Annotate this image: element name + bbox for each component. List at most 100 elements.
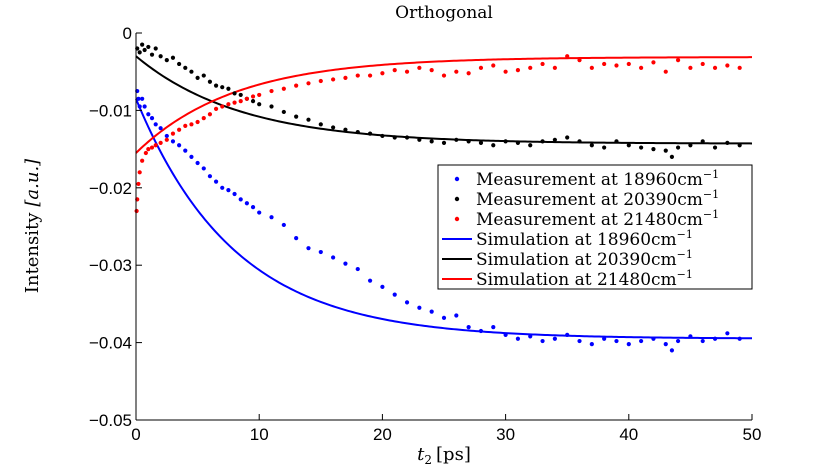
- measurement-point-series-3: [137, 170, 142, 175]
- measurement-point-series-2: [700, 139, 705, 144]
- legend-marker-2: [454, 196, 460, 202]
- measurement-point-series-2: [392, 135, 397, 140]
- measurement-point-series-1: [250, 205, 256, 210]
- measurement-point-series-1: [343, 261, 348, 266]
- measurement-point-series-3: [737, 65, 742, 70]
- measurement-point-series-2: [651, 147, 656, 152]
- measurement-point-series-3: [189, 122, 194, 127]
- measurement-point-series-3: [515, 68, 521, 73]
- measurement-point-series-1: [201, 166, 206, 171]
- measurement-point-series-1: [651, 336, 656, 341]
- measurement-point-series-3: [183, 123, 188, 128]
- measurement-point-series-3: [140, 158, 145, 163]
- y-tick-label: −0.01: [89, 101, 132, 120]
- x-tick-label: 10: [250, 425, 269, 444]
- measurement-point-series-3: [367, 73, 373, 78]
- measurement-point-series-1: [392, 292, 397, 297]
- measurement-point-series-1: [614, 338, 619, 344]
- measurement-point-series-2: [281, 109, 286, 115]
- legend-label-text: Measurement at 18960cm: [476, 170, 703, 190]
- measurement-point-series-3: [164, 137, 169, 142]
- measurement-point-series-1: [226, 188, 231, 193]
- y-axis-label: Intensity [a.u.]: [22, 158, 43, 293]
- measurement-point-series-3: [146, 147, 151, 152]
- measurement-point-series-1: [164, 133, 169, 139]
- measurement-point-series-3: [466, 71, 471, 76]
- axes: [135, 33, 752, 421]
- measurement-point-series-2: [343, 127, 348, 132]
- measurement-point-series-2: [552, 137, 557, 142]
- measurement-point-series-2: [614, 139, 619, 144]
- legend-label-text: Simulation at 20390cm: [476, 250, 677, 270]
- measurement-point-series-2: [294, 114, 299, 119]
- measurement-point-series-2: [367, 131, 373, 136]
- measurement-point-series-3: [552, 65, 557, 70]
- measurement-point-series-3: [503, 69, 508, 74]
- measurement-point-series-1: [626, 342, 631, 347]
- measurement-point-series-2: [417, 137, 422, 142]
- measurement-point-series-1: [213, 179, 219, 184]
- x-axis-label: t2 [ps]: [417, 444, 471, 467]
- measurement-point-series-1: [441, 315, 447, 320]
- measurement-point-series-1: [177, 143, 182, 148]
- y-tick-label: −0.04: [89, 334, 132, 353]
- measurement-point-series-2: [201, 73, 206, 78]
- measurement-point-series-1: [238, 197, 243, 202]
- measurement-point-series-1: [183, 148, 188, 153]
- measurement-point-series-3: [614, 63, 619, 68]
- measurement-point-series-2: [213, 83, 219, 88]
- measurement-point-series-3: [355, 73, 360, 78]
- measurement-point-series-1: [737, 336, 742, 341]
- measurement-point-series-3: [158, 140, 163, 146]
- measurement-point-series-1: [269, 215, 274, 220]
- measurement-point-series-3: [201, 116, 206, 121]
- x-tick-label: 0: [131, 425, 140, 444]
- measurement-point-series-2: [565, 135, 570, 140]
- legend-label-sup: −1: [677, 268, 693, 281]
- measurement-point-series-1: [136, 96, 141, 101]
- measurement-point-series-1: [503, 332, 508, 337]
- measurement-point-series-2: [183, 65, 188, 70]
- measurement-point-series-2: [250, 99, 256, 104]
- measurement-point-series-3: [331, 77, 336, 82]
- measurement-point-series-1: [565, 332, 570, 337]
- measurement-point-series-2: [226, 86, 231, 91]
- measurement-point-series-2: [454, 137, 459, 142]
- measurement-point-series-1: [491, 325, 496, 330]
- measurement-point-series-1: [663, 342, 668, 347]
- legend-label-text: Simulation at 18960cm: [476, 230, 677, 250]
- measurement-point-series-3: [404, 69, 410, 74]
- measurement-point-series-2: [577, 139, 582, 144]
- measurement-point-series-3: [429, 68, 434, 73]
- measurement-point-series-3: [626, 61, 631, 67]
- measurement-point-series-3: [213, 106, 219, 111]
- measurement-point-series-1: [639, 338, 644, 344]
- measurement-point-series-3: [244, 96, 249, 101]
- measurement-point-series-2: [380, 133, 385, 139]
- measurement-point-series-2: [146, 44, 151, 50]
- measurement-point-series-2: [737, 143, 742, 148]
- measurement-point-series-1: [137, 104, 142, 109]
- measurement-point-series-1: [140, 96, 145, 101]
- measurement-point-series-2: [503, 139, 508, 144]
- measurement-point-series-2: [195, 75, 200, 80]
- measurement-point-series-2: [149, 52, 155, 57]
- measurement-point-series-1: [515, 336, 521, 341]
- legend-label-sup: −1: [677, 248, 693, 261]
- measurement-point-series-2: [688, 143, 693, 148]
- measurement-point-series-3: [380, 71, 385, 76]
- measurement-point-series-1: [380, 284, 385, 289]
- measurement-point-series-1: [220, 185, 225, 190]
- legend: Measurement at 18960cm −1 Measurement at 2…: [437, 164, 753, 290]
- measurement-point-series-1: [146, 112, 151, 117]
- measurement-point-series-3: [577, 57, 582, 63]
- measurement-point-series-3: [226, 102, 231, 107]
- x-tick-label: 20: [373, 425, 392, 444]
- legend-label-2: Measurement at 20390cm−1: [476, 188, 719, 210]
- measurement-point-series-2: [158, 54, 163, 59]
- measurement-point-series-1: [142, 104, 147, 109]
- measurement-point-series-3: [306, 81, 311, 86]
- measurement-point-series-2: [639, 145, 644, 150]
- measurement-point-series-2: [491, 143, 496, 148]
- measurement-point-series-1: [540, 338, 545, 344]
